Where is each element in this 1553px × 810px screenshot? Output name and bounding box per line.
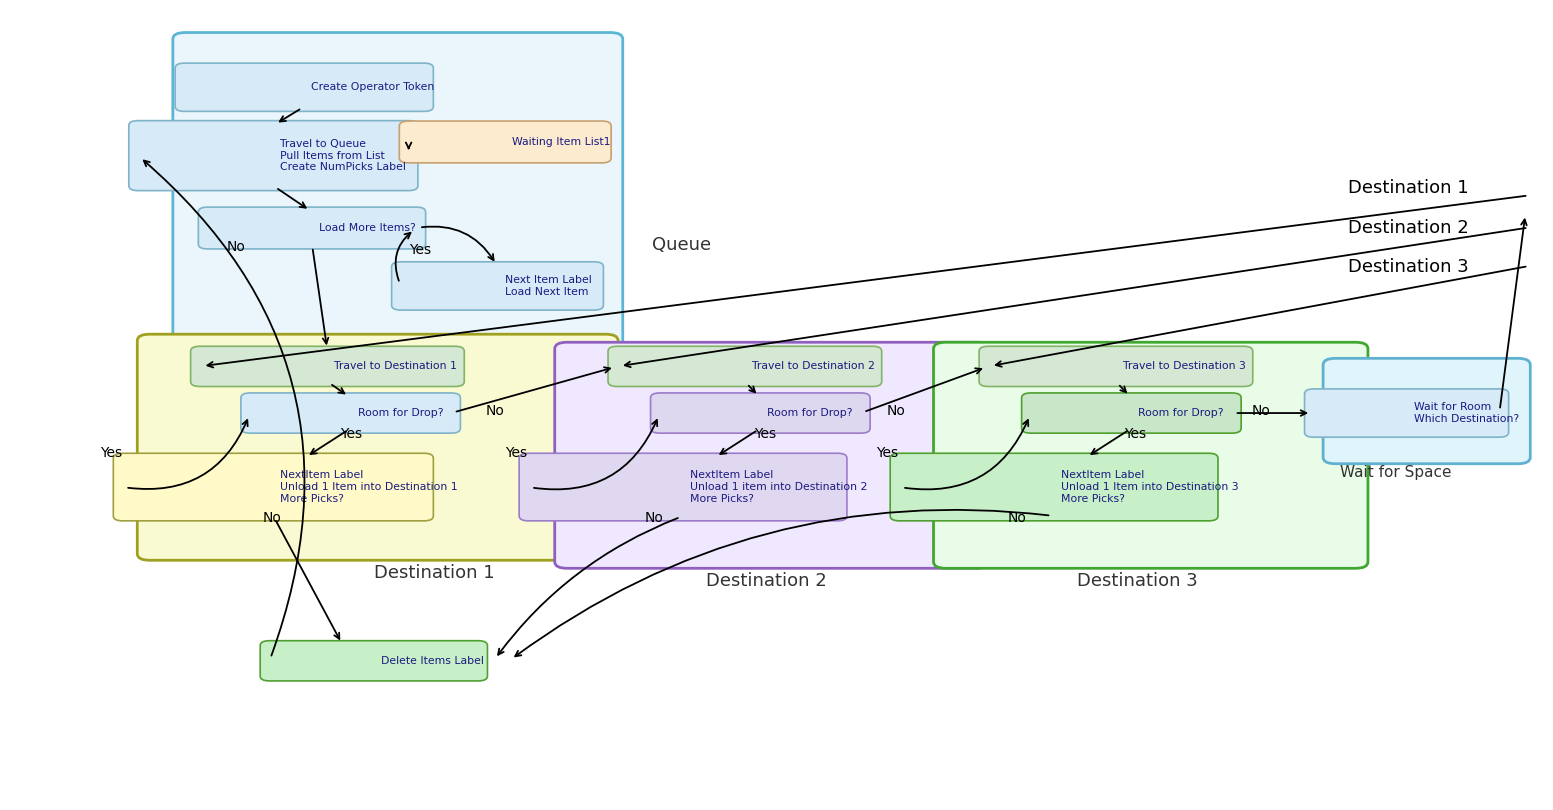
Text: Yes: Yes <box>1124 427 1146 441</box>
FancyBboxPatch shape <box>651 393 870 433</box>
Text: Destination 3: Destination 3 <box>1348 258 1469 275</box>
Text: Destination 1: Destination 1 <box>374 565 494 582</box>
Text: Load More Items?: Load More Items? <box>312 223 416 233</box>
FancyBboxPatch shape <box>519 454 846 521</box>
Text: Yes: Yes <box>876 446 899 460</box>
Text: Travel to Destination 1: Travel to Destination 1 <box>328 361 457 372</box>
FancyBboxPatch shape <box>978 347 1253 386</box>
FancyBboxPatch shape <box>191 347 464 386</box>
Text: Delete Items Label: Delete Items Label <box>374 656 483 666</box>
Text: No: No <box>887 404 905 419</box>
Text: No: No <box>1252 404 1270 419</box>
FancyBboxPatch shape <box>261 641 488 681</box>
Text: Yes: Yes <box>101 446 123 460</box>
FancyBboxPatch shape <box>933 343 1368 569</box>
FancyBboxPatch shape <box>399 121 612 163</box>
Text: Waiting Item List1: Waiting Item List1 <box>505 137 610 147</box>
FancyBboxPatch shape <box>175 63 433 112</box>
FancyBboxPatch shape <box>1323 358 1530 463</box>
Text: No: No <box>485 404 505 419</box>
Text: NextItem Label
  Unload 1 Item into Destination 3
  More Picks?: NextItem Label Unload 1 Item into Destin… <box>1054 471 1239 504</box>
Text: Destination 3: Destination 3 <box>1078 573 1197 590</box>
FancyBboxPatch shape <box>609 347 882 386</box>
Text: No: No <box>227 240 245 254</box>
FancyBboxPatch shape <box>172 32 623 355</box>
Text: NextItem Label
  Unload 1 item into Destination 2
  More Picks?: NextItem Label Unload 1 item into Destin… <box>683 471 868 504</box>
Text: Travel to Destination 3: Travel to Destination 3 <box>1117 361 1246 372</box>
Text: Create Operator Token: Create Operator Token <box>304 83 435 92</box>
Text: Room for Drop?: Room for Drop? <box>1132 408 1224 418</box>
Text: Destination 2: Destination 2 <box>1348 219 1469 237</box>
FancyBboxPatch shape <box>1022 393 1241 433</box>
Text: Wait for Space: Wait for Space <box>1340 464 1452 480</box>
Text: Next Item Label
  Load Next Item: Next Item Label Load Next Item <box>497 275 592 296</box>
FancyBboxPatch shape <box>113 454 433 521</box>
Text: Yes: Yes <box>410 243 432 257</box>
Text: No: No <box>644 510 663 525</box>
Text: Yes: Yes <box>505 446 528 460</box>
Text: Room for Drop?: Room for Drop? <box>761 408 853 418</box>
Text: Wait for Room
  Which Destination?: Wait for Room Which Destination? <box>1407 403 1519 424</box>
Text: Destination 1: Destination 1 <box>1348 179 1469 197</box>
Text: Room for Drop?: Room for Drop? <box>351 408 443 418</box>
FancyBboxPatch shape <box>1305 389 1508 437</box>
Text: No: No <box>262 510 281 525</box>
FancyBboxPatch shape <box>129 121 418 190</box>
FancyBboxPatch shape <box>137 335 618 561</box>
Text: NextItem Label
  Unload 1 Item into Destination 1
  More Picks?: NextItem Label Unload 1 Item into Destin… <box>273 471 458 504</box>
Text: Destination 2: Destination 2 <box>707 573 828 590</box>
FancyBboxPatch shape <box>199 207 426 249</box>
Text: Yes: Yes <box>755 427 776 441</box>
FancyBboxPatch shape <box>241 393 460 433</box>
Text: No: No <box>1008 510 1027 525</box>
FancyBboxPatch shape <box>554 343 989 569</box>
Text: Queue: Queue <box>652 236 711 254</box>
Text: Travel to Queue
  Pull Items from List
  Create NumPicks Label: Travel to Queue Pull Items from List Cre… <box>273 139 407 173</box>
FancyBboxPatch shape <box>391 262 604 310</box>
Text: Yes: Yes <box>340 427 362 441</box>
Text: Travel to Destination 2: Travel to Destination 2 <box>745 361 874 372</box>
FancyBboxPatch shape <box>890 454 1218 521</box>
